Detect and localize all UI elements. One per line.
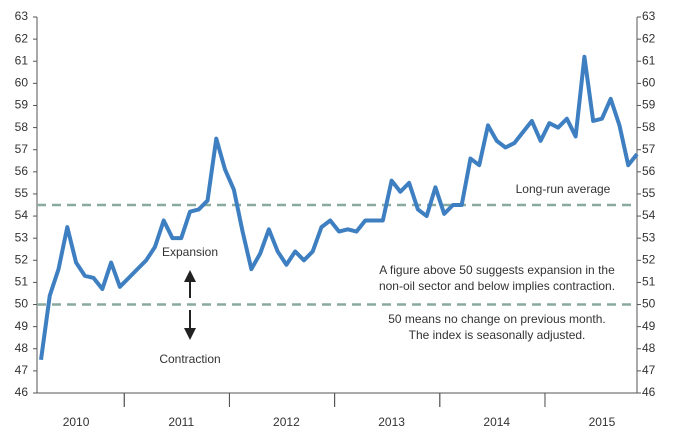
y-tick-label: 47 (15, 363, 29, 377)
y2-tick-label: 56 (642, 164, 656, 178)
note-line: non-oil sector and below implies contrac… (379, 279, 615, 293)
y2-tick-label: 53 (642, 230, 656, 244)
y2-tick-label: 49 (642, 319, 656, 333)
y2-tick-label: 55 (642, 186, 656, 200)
note-line: A figure above 50 suggests expansion in … (379, 263, 615, 277)
y-tick-label: 52 (15, 252, 29, 266)
y2-tick-label: 46 (642, 385, 656, 399)
y-tick-label: 50 (15, 297, 29, 311)
x-tick-label: 2013 (378, 415, 405, 429)
note-line: 50 means no change on previous month. (388, 312, 605, 326)
contraction-label: Contraction (159, 352, 220, 366)
y-tick-label: 56 (15, 164, 29, 178)
y2-tick-label: 59 (642, 98, 656, 112)
y-tick-label: 62 (15, 31, 29, 45)
y2-tick-label: 47 (642, 363, 656, 377)
y2-tick-label: 54 (642, 208, 656, 222)
y2-tick-label: 52 (642, 252, 656, 266)
y-tick-label: 46 (15, 385, 29, 399)
y2-tick-label: 63 (642, 9, 656, 23)
y2-tick-label: 62 (642, 31, 656, 45)
note-line: The index is seasonally adjusted. (409, 328, 586, 342)
y-tick-label: 51 (15, 275, 29, 289)
y2-tick-label: 50 (642, 297, 656, 311)
y-tick-label: 49 (15, 319, 29, 333)
y-tick-label: 58 (15, 120, 29, 134)
y-tick-label: 57 (15, 142, 29, 156)
reference-label: Long-run average (516, 182, 611, 196)
y2-tick-label: 48 (642, 341, 656, 355)
y-tick-label: 55 (15, 186, 29, 200)
y2-tick-label: 61 (642, 53, 656, 67)
series-line (39, 54, 639, 361)
x-tick-label: 2010 (63, 415, 90, 429)
x-tick-label: 2011 (168, 415, 194, 429)
y-tick-label: 53 (15, 230, 29, 244)
x-tick-label: 2012 (273, 415, 300, 429)
y2-tick-label: 60 (642, 76, 656, 90)
y-tick-label: 61 (15, 53, 29, 67)
y-tick-label: 59 (15, 98, 29, 112)
y2-tick-label: 51 (642, 275, 656, 289)
x-tick-label: 2015 (589, 415, 616, 429)
y-tick-label: 60 (15, 76, 29, 90)
y2-tick-label: 58 (642, 120, 656, 134)
y2-tick-label: 57 (642, 142, 656, 156)
y-tick-label: 48 (15, 341, 29, 355)
expansion-label: Expansion (162, 245, 218, 259)
y-tick-label: 63 (15, 9, 29, 23)
y-tick-label: 54 (15, 208, 29, 222)
x-tick-label: 2014 (483, 415, 510, 429)
